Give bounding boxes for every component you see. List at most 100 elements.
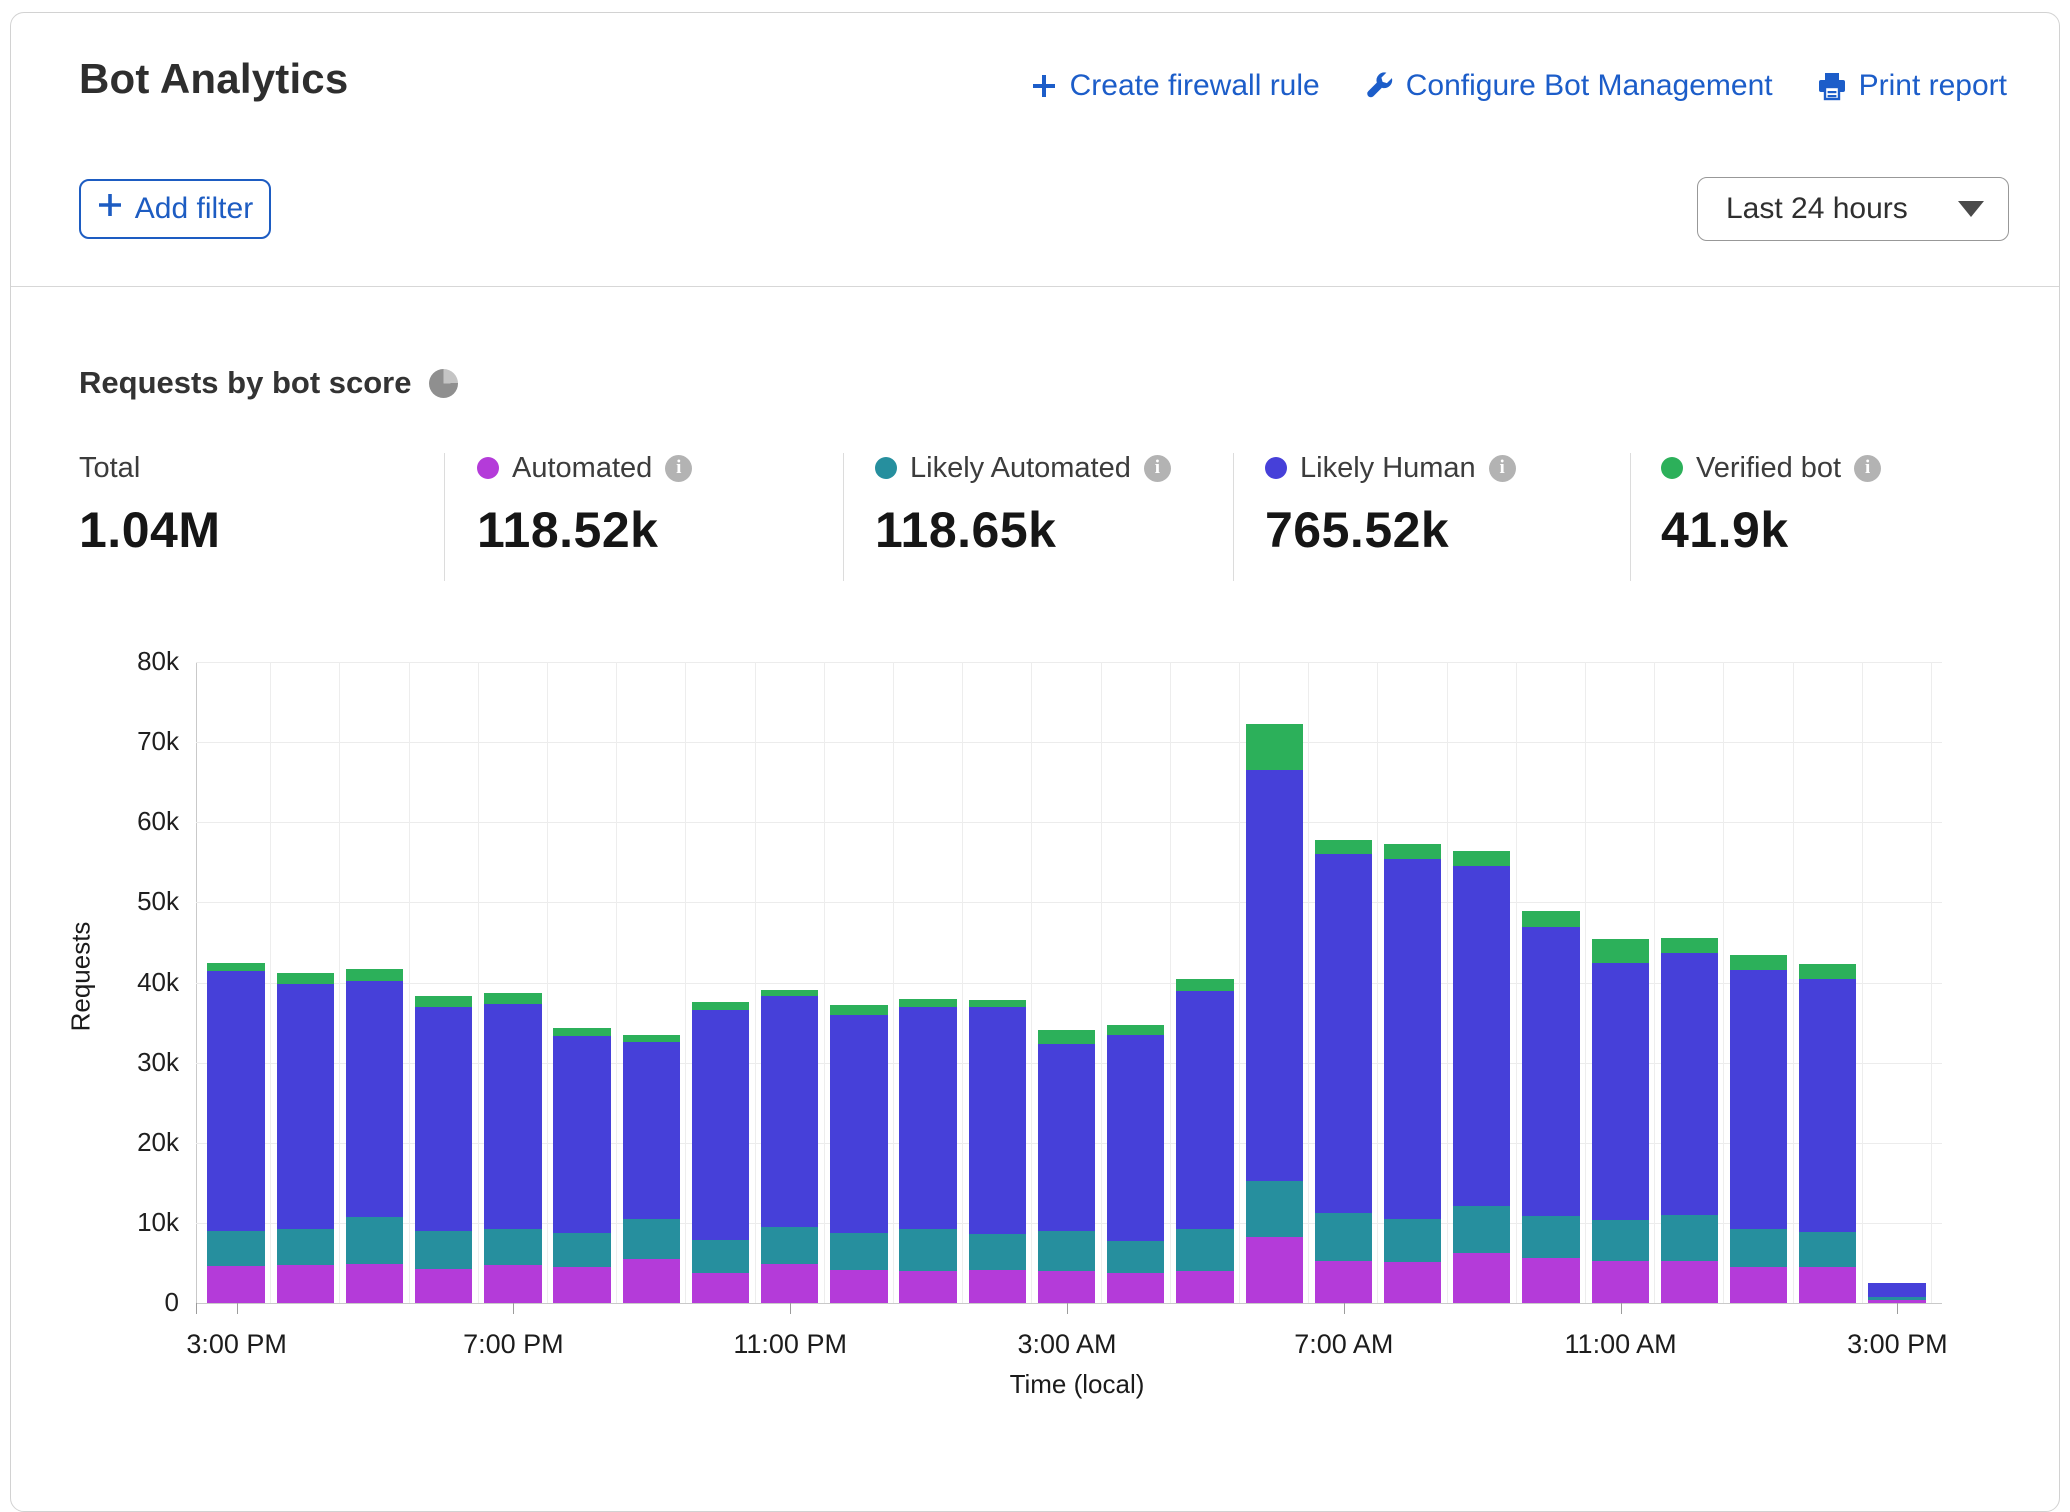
bar-segment-likely-human[interactable] — [484, 1004, 541, 1229]
bar-segment-likely-automated[interactable] — [1661, 1215, 1718, 1261]
stacked-bar[interactable] — [207, 963, 264, 1304]
bar-segment-likely-automated[interactable] — [692, 1240, 749, 1273]
stacked-bar[interactable] — [1107, 1025, 1164, 1303]
bar-segment-verified-bot[interactable] — [692, 1002, 749, 1010]
bar-segment-likely-human[interactable] — [1522, 927, 1579, 1216]
stacked-bar[interactable] — [1730, 955, 1787, 1303]
bar-segment-automated[interactable] — [1176, 1271, 1233, 1303]
bar-segment-automated[interactable] — [1799, 1267, 1856, 1303]
bar-segment-verified-bot[interactable] — [1592, 939, 1649, 963]
bar-segment-verified-bot[interactable] — [1038, 1030, 1095, 1044]
bar-segment-likely-automated[interactable] — [1384, 1219, 1441, 1262]
bar-segment-verified-bot[interactable] — [1176, 979, 1233, 991]
bar-segment-verified-bot[interactable] — [1453, 851, 1510, 865]
bar-segment-verified-bot[interactable] — [899, 999, 956, 1007]
bar-segment-likely-human[interactable] — [1176, 991, 1233, 1229]
bar-segment-automated[interactable] — [1246, 1237, 1303, 1304]
bar-segment-automated[interactable] — [277, 1265, 334, 1303]
bar-segment-automated[interactable] — [623, 1259, 680, 1303]
bar-segment-automated[interactable] — [1730, 1267, 1787, 1303]
bar-segment-automated[interactable] — [1453, 1253, 1510, 1303]
bar-segment-automated[interactable] — [1522, 1258, 1579, 1303]
bar-segment-likely-human[interactable] — [1315, 854, 1372, 1213]
bar-segment-likely-automated[interactable] — [484, 1229, 541, 1264]
bar-segment-automated[interactable] — [207, 1266, 264, 1303]
bar-segment-likely-human[interactable] — [277, 984, 334, 1229]
bar-segment-likely-human[interactable] — [761, 996, 818, 1227]
bar-segment-likely-automated[interactable] — [1592, 1220, 1649, 1260]
bar-segment-automated[interactable] — [553, 1267, 610, 1303]
bar-segment-automated[interactable] — [1592, 1261, 1649, 1303]
bar-segment-verified-bot[interactable] — [207, 963, 264, 971]
bar-segment-automated[interactable] — [1315, 1261, 1372, 1303]
stacked-bar[interactable] — [761, 990, 818, 1303]
stacked-bar[interactable] — [415, 996, 472, 1303]
bar-segment-automated[interactable] — [830, 1270, 887, 1303]
stacked-bar[interactable] — [1176, 979, 1233, 1303]
bar-segment-likely-human[interactable] — [1661, 953, 1718, 1215]
bar-segment-verified-bot[interactable] — [484, 993, 541, 1004]
bar-segment-likely-automated[interactable] — [1522, 1216, 1579, 1258]
bar-segment-likely-human[interactable] — [1799, 979, 1856, 1232]
bar-segment-likely-human[interactable] — [553, 1036, 610, 1232]
bar-segment-likely-automated[interactable] — [1730, 1229, 1787, 1267]
stacked-bar[interactable] — [899, 999, 956, 1303]
stacked-bar[interactable] — [1592, 939, 1649, 1303]
bar-segment-likely-automated[interactable] — [1107, 1241, 1164, 1273]
bar-segment-likely-human[interactable] — [830, 1015, 887, 1234]
bar-segment-likely-automated[interactable] — [761, 1227, 818, 1264]
stacked-bar[interactable] — [1315, 840, 1372, 1303]
bar-segment-verified-bot[interactable] — [415, 996, 472, 1006]
bar-segment-likely-human[interactable] — [415, 1007, 472, 1231]
stacked-bar[interactable] — [1522, 911, 1579, 1303]
bar-segment-automated[interactable] — [1661, 1261, 1718, 1303]
bar-segment-automated[interactable] — [969, 1270, 1026, 1303]
bar-segment-likely-automated[interactable] — [830, 1233, 887, 1270]
bar-segment-verified-bot[interactable] — [1107, 1025, 1164, 1035]
bar-segment-verified-bot[interactable] — [1799, 964, 1856, 978]
bar-segment-likely-human[interactable] — [692, 1010, 749, 1240]
bar-segment-verified-bot[interactable] — [830, 1005, 887, 1015]
stacked-bar[interactable] — [1868, 1283, 1925, 1303]
bar-segment-verified-bot[interactable] — [1246, 724, 1303, 770]
bar-segment-likely-automated[interactable] — [1246, 1181, 1303, 1236]
bar-segment-likely-automated[interactable] — [1799, 1232, 1856, 1267]
stacked-bar[interactable] — [969, 1000, 1026, 1303]
stacked-bar[interactable] — [277, 973, 334, 1303]
bar-segment-automated[interactable] — [1384, 1262, 1441, 1303]
bar-segment-automated[interactable] — [692, 1273, 749, 1303]
stacked-bar[interactable] — [623, 1035, 680, 1303]
bar-segment-automated[interactable] — [899, 1271, 956, 1303]
bar-segment-verified-bot[interactable] — [1315, 840, 1372, 854]
bar-segment-likely-automated[interactable] — [623, 1219, 680, 1259]
bar-segment-automated[interactable] — [484, 1265, 541, 1303]
bar-segment-likely-human[interactable] — [1384, 859, 1441, 1219]
bar-segment-likely-automated[interactable] — [1038, 1231, 1095, 1271]
bar-segment-likely-human[interactable] — [346, 981, 403, 1217]
bar-segment-likely-automated[interactable] — [969, 1234, 1026, 1270]
stacked-bar[interactable] — [1384, 844, 1441, 1303]
bar-segment-likely-human[interactable] — [1592, 963, 1649, 1220]
bar-segment-likely-automated[interactable] — [277, 1229, 334, 1265]
bar-segment-likely-human[interactable] — [1868, 1283, 1925, 1297]
bar-segment-likely-human[interactable] — [899, 1007, 956, 1229]
bar-segment-verified-bot[interactable] — [1522, 911, 1579, 927]
bar-segment-automated[interactable] — [415, 1269, 472, 1303]
bar-segment-likely-automated[interactable] — [415, 1231, 472, 1269]
bar-segment-likely-automated[interactable] — [1176, 1229, 1233, 1271]
bar-segment-likely-human[interactable] — [623, 1042, 680, 1219]
stacked-bar[interactable] — [1246, 724, 1303, 1303]
bar-segment-likely-human[interactable] — [1246, 770, 1303, 1181]
bar-segment-likely-human[interactable] — [1730, 970, 1787, 1230]
stacked-bar[interactable] — [1661, 938, 1718, 1303]
stacked-bar[interactable] — [484, 993, 541, 1303]
stacked-bar[interactable] — [553, 1028, 610, 1303]
bar-segment-automated[interactable] — [1038, 1271, 1095, 1303]
bar-segment-likely-automated[interactable] — [553, 1233, 610, 1267]
bar-segment-likely-automated[interactable] — [1453, 1206, 1510, 1252]
bar-segment-likely-human[interactable] — [207, 971, 264, 1231]
bar-segment-verified-bot[interactable] — [346, 969, 403, 981]
bar-segment-verified-bot[interactable] — [1384, 844, 1441, 859]
stacked-bar[interactable] — [346, 969, 403, 1303]
bar-segment-verified-bot[interactable] — [553, 1028, 610, 1036]
